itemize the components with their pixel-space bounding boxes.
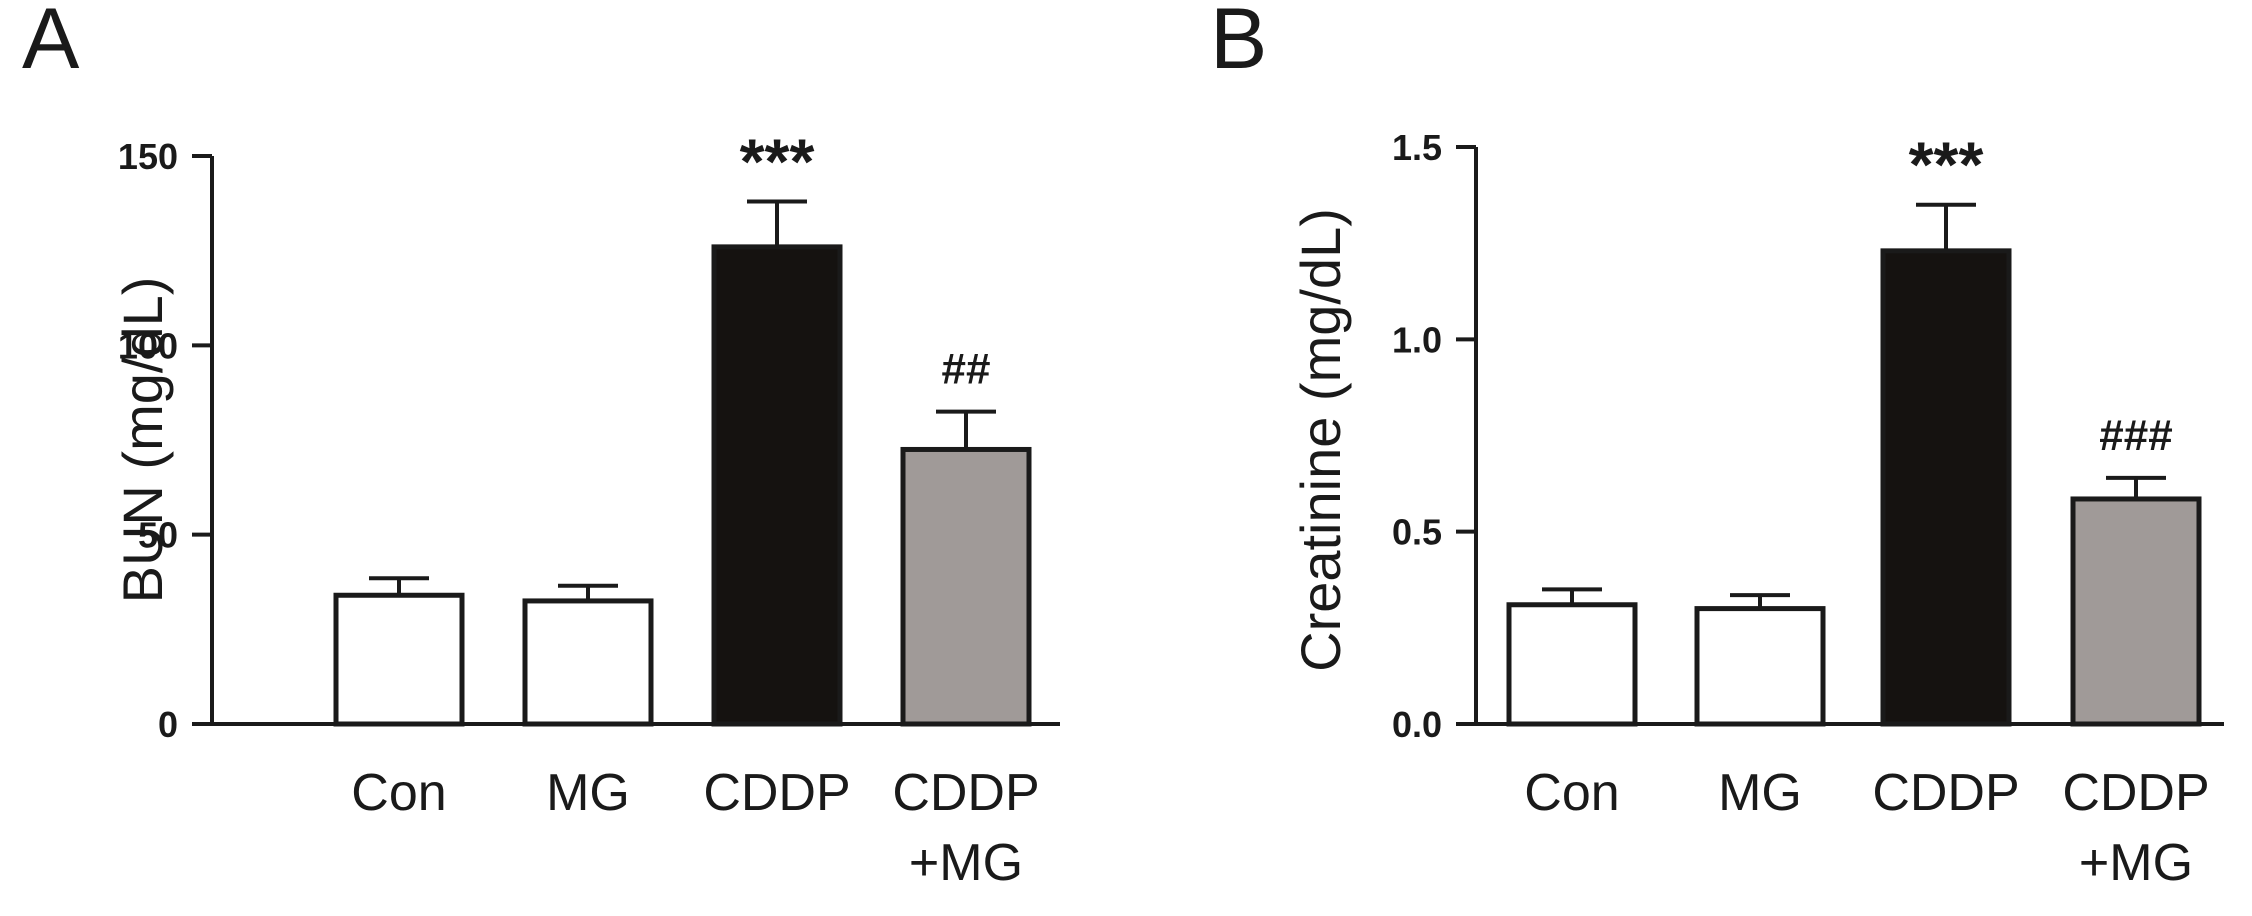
x-tick-label-line2: +MG	[909, 834, 1023, 892]
bar	[333, 592, 465, 727]
significance-annotation: ##	[942, 345, 991, 394]
chart-panel-b: B Creatinine (mg/dL) 0.0 0.5 1.0 1.5 Con MG *** C…	[1210, 0, 2224, 892]
x-tick-label: MG	[1718, 764, 1802, 822]
panel-letter: B	[1210, 0, 1267, 87]
y-tick-label: 0.5	[1392, 512, 1442, 553]
x-tick-label: Con	[351, 764, 446, 822]
x-tick-label: CDDP	[2062, 764, 2209, 822]
x-tick-label: Con	[1524, 764, 1619, 822]
significance-annotation: ###	[2099, 411, 2172, 460]
x-tick-label: MG	[546, 764, 630, 822]
x-tick-label: CDDP	[892, 764, 1039, 822]
bar	[1880, 248, 2012, 727]
bar	[522, 598, 654, 727]
y-tick-label: 100	[118, 325, 178, 366]
bar	[1694, 606, 1826, 727]
chart-panel-a: A BUN (mg/dL) 0 50 100 150 Con MG *** CDDP ## CDDP +…	[22, 0, 1060, 892]
bar	[711, 244, 843, 727]
significance-annotation: ***	[1909, 129, 1984, 201]
bar	[900, 446, 1032, 727]
y-axis-title: BUN (mg/dL)	[111, 277, 174, 604]
y-tick-label: 0.0	[1392, 704, 1442, 745]
x-tick-label: CDDP	[1872, 764, 2019, 822]
panel-letter: A	[22, 0, 80, 87]
x-tick-label-line2: +MG	[2079, 834, 2193, 892]
x-tick-label: CDDP	[703, 764, 850, 822]
y-tick-label: 50	[138, 515, 178, 556]
y-axis-title: Creatinine (mg/dL)	[1289, 208, 1352, 672]
bar	[1506, 602, 1638, 727]
significance-annotation: ***	[740, 125, 815, 197]
y-tick-label: 1.5	[1392, 127, 1442, 168]
bar	[2070, 496, 2202, 727]
y-tick-label: 150	[118, 136, 178, 177]
y-tick-label: 0	[158, 704, 178, 745]
y-tick-label: 1.0	[1392, 319, 1442, 360]
